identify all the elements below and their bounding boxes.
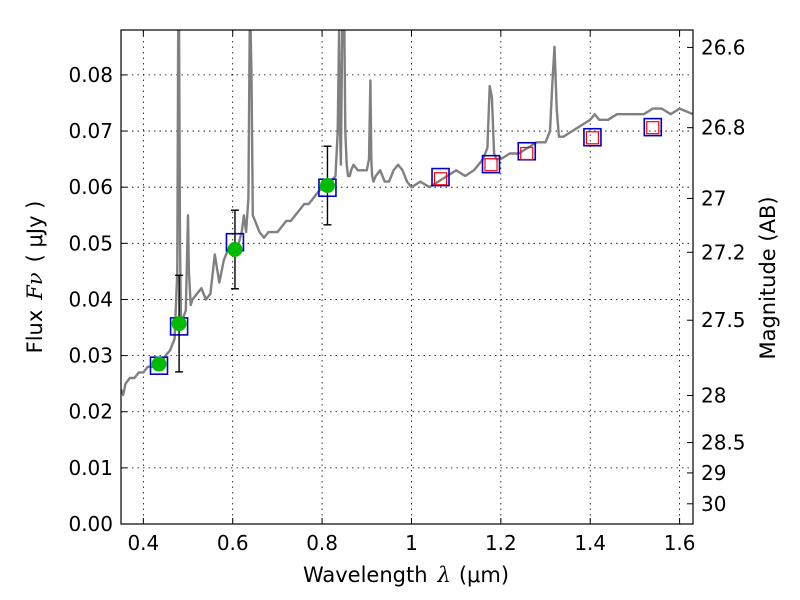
mag-tick-label: 28.5 bbox=[701, 431, 746, 455]
observed-flux-point bbox=[319, 177, 335, 193]
observed-flux-point bbox=[227, 241, 243, 257]
mag-tick-label: 30 bbox=[701, 492, 726, 516]
y-tick-label: 0.07 bbox=[68, 119, 113, 143]
x-tick-label: 0.4 bbox=[127, 531, 159, 555]
x-tick-label: 1.6 bbox=[664, 531, 696, 555]
model-photometry-point bbox=[583, 127, 602, 147]
observed-photometry-point bbox=[484, 158, 498, 172]
y-tick-label: 0.02 bbox=[68, 400, 113, 424]
mag-tick-label: 26.6 bbox=[701, 35, 746, 59]
mag-tick-label: 27.2 bbox=[701, 240, 746, 264]
observed-flux-point bbox=[151, 356, 167, 372]
data-layer bbox=[121, 30, 693, 397]
mag-tick-label: 28 bbox=[701, 383, 726, 407]
observed-photometry-point bbox=[433, 172, 448, 186]
grid bbox=[121, 30, 693, 524]
model-photometry-point bbox=[481, 154, 501, 174]
y-tick-label: 0.01 bbox=[68, 456, 113, 480]
mag-tick-label: 29 bbox=[701, 461, 726, 485]
model-photometry-point bbox=[643, 117, 663, 137]
observed-photometry-point bbox=[646, 121, 660, 135]
y-tick-label: 0.08 bbox=[68, 63, 113, 87]
plot-frame bbox=[120, 29, 694, 525]
y-axis-title: FluxFν( μJy ) bbox=[23, 201, 47, 354]
observed-flux-point bbox=[171, 316, 187, 332]
x-tick-label: 1.2 bbox=[485, 531, 517, 555]
mag-tick-label: 27.5 bbox=[701, 308, 746, 332]
y-tick-label: 0.04 bbox=[68, 287, 113, 311]
y2-axis-title: Magnitude (AB) bbox=[756, 196, 780, 359]
x-tick-label: 1.4 bbox=[574, 531, 606, 555]
spectrum-line bbox=[121, 30, 693, 397]
x-tick-label: 0.6 bbox=[217, 531, 249, 555]
x-tick-label: 1 bbox=[405, 531, 418, 555]
x-tick-label: 0.8 bbox=[306, 531, 338, 555]
axis-ticks: 0.4 0.6 0.8 1 1.2 1.4 1.6 0.00 0.01 0.02 0.03 0.04 0… bbox=[68, 30, 746, 555]
model-photometry-point bbox=[431, 167, 450, 187]
y-tick-label: 0.06 bbox=[68, 175, 113, 199]
x-axis-title: Wavelength λ (μm) bbox=[303, 563, 509, 587]
observed-photometry-point bbox=[585, 131, 600, 145]
observed-photometry-point bbox=[520, 146, 534, 161]
y-tick-label: 0.03 bbox=[68, 344, 113, 368]
mag-tick-label: 27 bbox=[701, 186, 726, 210]
mag-tick-label: 26.8 bbox=[701, 116, 746, 140]
y-tick-label: 0.05 bbox=[68, 231, 113, 255]
y-tick-label: 0.00 bbox=[68, 512, 113, 536]
